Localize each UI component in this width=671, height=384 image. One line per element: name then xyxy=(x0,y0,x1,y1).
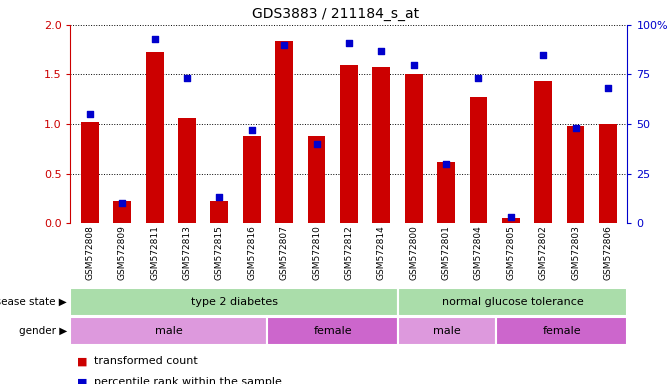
Text: GSM572810: GSM572810 xyxy=(312,225,321,280)
Text: female: female xyxy=(543,326,581,336)
Text: GSM572808: GSM572808 xyxy=(85,225,95,280)
Bar xyxy=(113,201,131,223)
Bar xyxy=(81,122,99,223)
Point xyxy=(117,200,127,206)
Text: GSM572812: GSM572812 xyxy=(344,225,354,280)
Text: GSM572800: GSM572800 xyxy=(409,225,418,280)
Text: GSM572809: GSM572809 xyxy=(118,225,127,280)
Text: male: male xyxy=(155,326,183,336)
Point xyxy=(311,141,322,147)
Text: GSM572815: GSM572815 xyxy=(215,225,224,280)
Bar xyxy=(340,65,358,223)
Bar xyxy=(405,74,423,223)
Point xyxy=(505,214,516,220)
Point xyxy=(473,75,484,81)
Text: GSM572802: GSM572802 xyxy=(539,225,548,280)
Bar xyxy=(437,162,455,223)
Bar xyxy=(398,317,497,345)
Bar xyxy=(534,81,552,223)
Text: male: male xyxy=(433,326,461,336)
Text: type 2 diabetes: type 2 diabetes xyxy=(191,297,278,307)
Text: GSM572816: GSM572816 xyxy=(248,225,256,280)
Bar xyxy=(398,288,627,316)
Text: GSM572807: GSM572807 xyxy=(280,225,289,280)
Text: disease state ▶: disease state ▶ xyxy=(0,297,67,307)
Point xyxy=(246,127,257,133)
Point xyxy=(85,111,95,117)
Text: GSM572801: GSM572801 xyxy=(442,225,450,280)
Text: GSM572804: GSM572804 xyxy=(474,225,483,280)
Text: GSM572814: GSM572814 xyxy=(377,225,386,280)
Bar xyxy=(567,126,584,223)
Text: GSM572811: GSM572811 xyxy=(150,225,159,280)
Text: GDS3883 / 211184_s_at: GDS3883 / 211184_s_at xyxy=(252,7,419,21)
Point xyxy=(344,40,354,46)
Bar xyxy=(243,136,261,223)
Text: female: female xyxy=(313,326,352,336)
Text: GSM572813: GSM572813 xyxy=(183,225,191,280)
Bar xyxy=(178,118,196,223)
Point xyxy=(214,194,225,200)
Text: GSM572803: GSM572803 xyxy=(571,225,580,280)
Point xyxy=(149,36,160,42)
Point xyxy=(538,51,549,58)
Point xyxy=(409,61,419,68)
Bar xyxy=(146,52,164,223)
Bar xyxy=(470,97,487,223)
Text: ■: ■ xyxy=(77,377,88,384)
Point xyxy=(441,161,452,167)
Bar xyxy=(70,317,267,345)
Bar xyxy=(599,124,617,223)
Bar xyxy=(372,66,391,223)
Bar xyxy=(275,41,293,223)
Text: transformed count: transformed count xyxy=(94,356,198,366)
Point xyxy=(376,48,386,54)
Bar xyxy=(267,317,398,345)
Point xyxy=(182,75,193,81)
Point xyxy=(603,85,613,91)
Point xyxy=(278,42,289,48)
Point xyxy=(570,125,581,131)
Text: normal glucose tolerance: normal glucose tolerance xyxy=(442,297,584,307)
Text: GSM572805: GSM572805 xyxy=(507,225,515,280)
Bar xyxy=(502,218,520,223)
Text: GSM572806: GSM572806 xyxy=(603,225,613,280)
Text: percentile rank within the sample: percentile rank within the sample xyxy=(94,377,282,384)
Text: ■: ■ xyxy=(77,356,88,366)
Bar xyxy=(497,317,627,345)
Bar xyxy=(307,136,325,223)
Bar xyxy=(211,201,228,223)
Bar xyxy=(70,288,398,316)
Text: gender ▶: gender ▶ xyxy=(19,326,67,336)
